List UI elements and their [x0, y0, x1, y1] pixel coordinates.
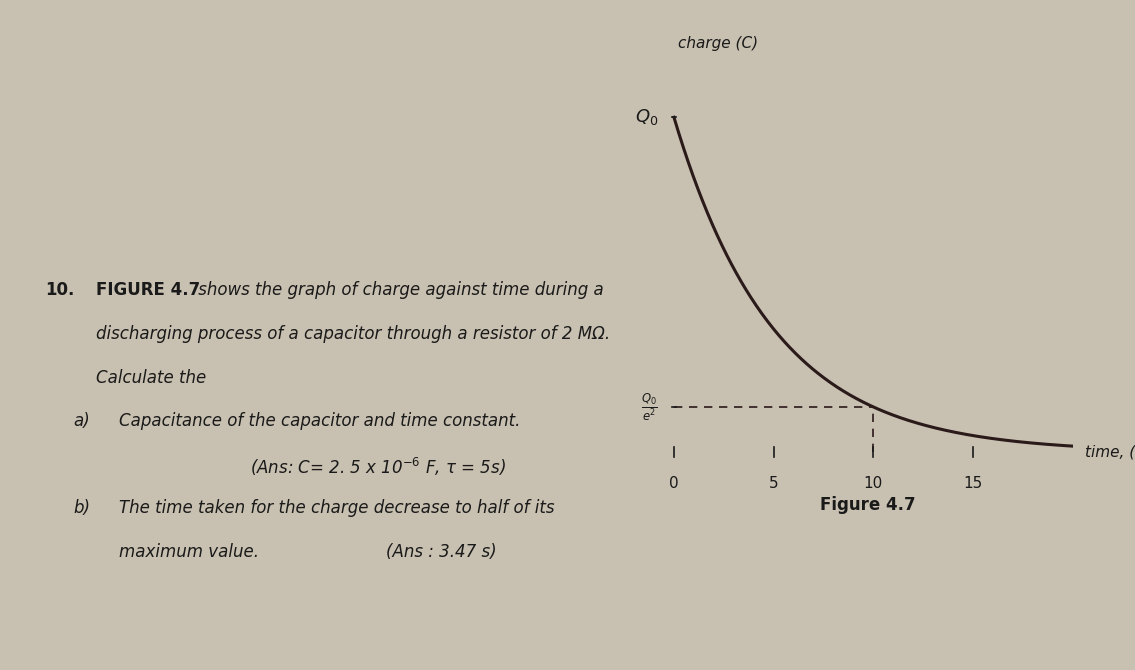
Text: discharging process of a capacitor through a resistor of 2 MΩ.: discharging process of a capacitor throu…	[96, 325, 611, 343]
Text: 10.: 10.	[45, 281, 75, 299]
Text: 10: 10	[864, 476, 883, 490]
Text: time, (s): time, (s)	[1085, 445, 1135, 460]
Text: Calculate the: Calculate the	[96, 369, 207, 387]
Text: The time taken for the charge decrease to half of its: The time taken for the charge decrease t…	[119, 499, 555, 517]
Text: charge (C): charge (C)	[678, 36, 758, 51]
Text: FIGURE 4.7: FIGURE 4.7	[96, 281, 201, 299]
Text: (Ans: C= 2. 5 x 10$^{-6}$ F, $\tau$ = 5s): (Ans: C= 2. 5 x 10$^{-6}$ F, $\tau$ = 5s…	[250, 456, 505, 478]
Text: 0: 0	[670, 476, 679, 490]
Text: shows the graph of charge against time during a: shows the graph of charge against time d…	[193, 281, 604, 299]
Text: Capacitance of the capacitor and time constant.: Capacitance of the capacitor and time co…	[119, 412, 521, 430]
Text: 5: 5	[768, 476, 779, 490]
Text: $\frac{Q_0}{e^2}$: $\frac{Q_0}{e^2}$	[641, 391, 658, 423]
Text: 15: 15	[964, 476, 983, 490]
Text: $Q_0$: $Q_0$	[634, 107, 658, 127]
Text: a): a)	[74, 412, 91, 430]
Text: b): b)	[74, 499, 91, 517]
Text: (Ans : 3.47 s): (Ans : 3.47 s)	[386, 543, 496, 561]
Text: maximum value.: maximum value.	[119, 543, 259, 561]
Text: Figure 4.7: Figure 4.7	[821, 496, 916, 514]
